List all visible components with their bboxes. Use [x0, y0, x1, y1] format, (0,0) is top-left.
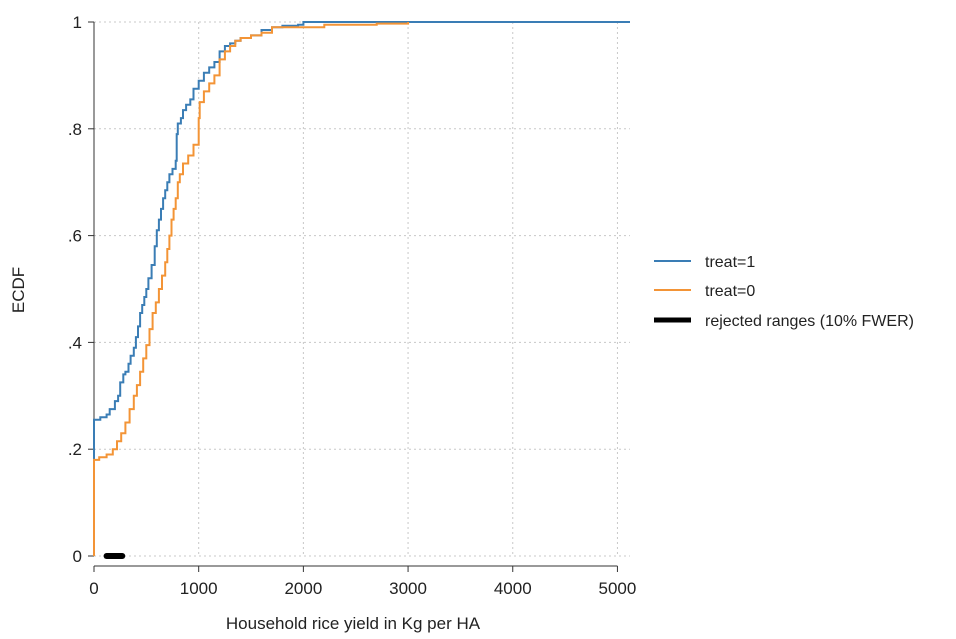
legend-label-treat-0: treat=0: [705, 283, 755, 300]
y-tick-label: 1: [73, 13, 82, 32]
tick-labels: 0 .2 .4 .6 .8 1 0 1000 2000 3000 4000 5000: [68, 13, 637, 598]
legend-label-rejected-ranges: rejected ranges (10% FWER): [705, 313, 914, 330]
x-tick-label: 5000: [599, 579, 637, 598]
grid-lines: [93, 21, 630, 557]
legend: treat=1 treat=0 rejected ranges (10% FWE…: [654, 254, 914, 330]
legend-label-treat-1: treat=1: [705, 254, 755, 271]
y-tick-label: .4: [68, 333, 82, 352]
x-axis-title: Household rice yield in Kg per HA: [226, 614, 481, 633]
x-tick-label: 4000: [494, 579, 532, 598]
x-tick-label: 0: [89, 579, 98, 598]
series-line-treat-1: [93, 21, 630, 556]
y-tick-label: .8: [68, 120, 82, 139]
x-tick-label: 2000: [284, 579, 322, 598]
y-tick-label: .2: [68, 440, 82, 459]
x-tick-label: 3000: [389, 579, 427, 598]
y-tick-label: .6: [68, 227, 82, 246]
x-tick-label: 1000: [180, 579, 218, 598]
series-lines: [93, 21, 630, 556]
axes: [88, 21, 618, 572]
y-axis-title: ECDF: [9, 267, 28, 313]
y-tick-label: 0: [73, 547, 82, 566]
series-line-treat-0: [93, 22, 410, 556]
